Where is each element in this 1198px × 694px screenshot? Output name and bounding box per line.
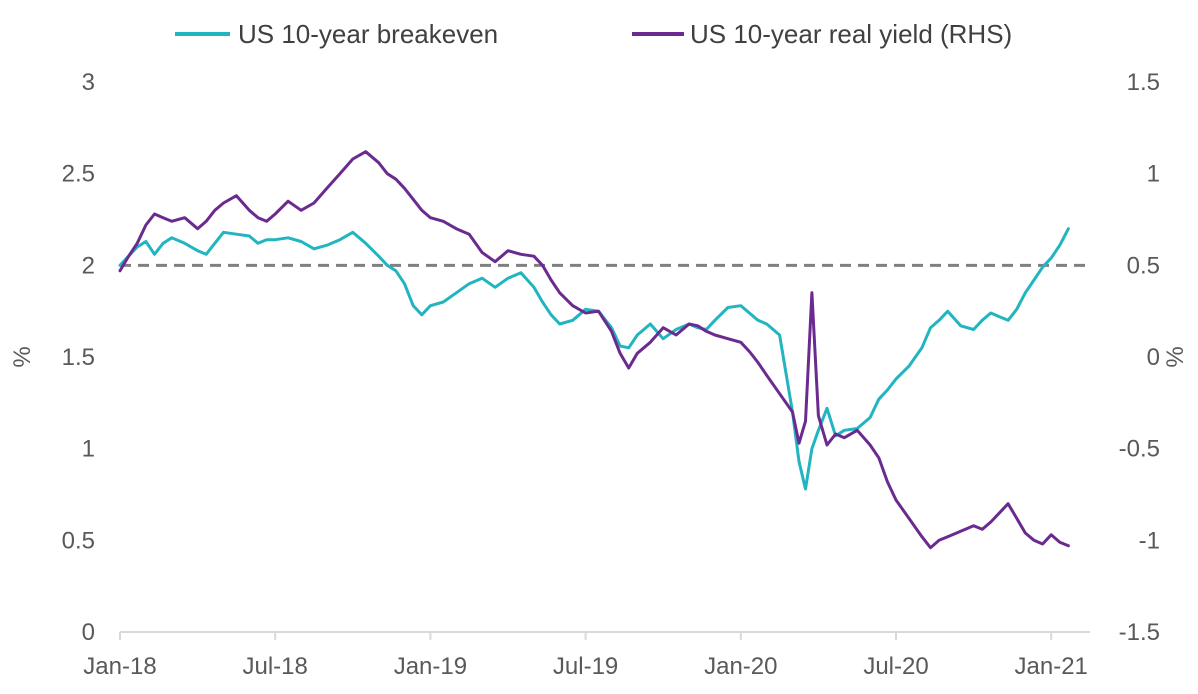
x-tick-label: Jan-20 — [704, 653, 777, 680]
y-axis-right-label: % — [1162, 346, 1189, 367]
y-right-tick-label: 1 — [1147, 161, 1160, 188]
series-line-breakeven — [118, 227, 1070, 491]
y-axis-left-label: % — [9, 346, 36, 367]
x-tick-label: Jul-18 — [243, 653, 308, 680]
y-left-tick-label: 0.5 — [62, 527, 95, 554]
y-right-tick-label: -1 — [1139, 527, 1160, 554]
y-left-tick-label: 2 — [82, 252, 95, 279]
x-tick-label: Jul-19 — [553, 653, 618, 680]
y-right-tick-label: 0 — [1147, 344, 1160, 371]
y-left-tick-label: 0 — [82, 619, 95, 646]
legend-label-breakeven: US 10-year breakeven — [238, 19, 498, 49]
y-axis-left-ticks: 0 0.5 1 1.5 2 2.5 3 — [62, 69, 95, 646]
y-right-tick-label: 0.5 — [1127, 252, 1160, 279]
y-left-tick-label: 1 — [82, 436, 95, 463]
y-left-tick-label: 2.5 — [62, 161, 95, 188]
y-right-tick-label: -1.5 — [1119, 619, 1160, 646]
x-tick-label: Jan-18 — [83, 653, 156, 680]
legend-label-real-yield: US 10-year real yield (RHS) — [690, 19, 1012, 49]
y-right-tick-label: -0.5 — [1119, 436, 1160, 463]
x-axis-ticks: Jan-18 Jul-18 Jan-19 Jul-19 Jan-20 Jul-20 Jan-… — [83, 632, 1088, 680]
legend: US 10-year breakeven US 10-year real yie… — [175, 19, 1012, 49]
y-left-tick-label: 1.5 — [62, 344, 95, 371]
y-axis-right-ticks: -1.5 -1 -0.5 0 0.5 1 1.5 — [1119, 69, 1160, 646]
x-tick-label: Jul-20 — [863, 653, 928, 680]
y-right-tick-label: 1.5 — [1127, 69, 1160, 96]
y-left-tick-label: 3 — [82, 69, 95, 96]
x-tick-label: Jan-19 — [394, 653, 467, 680]
series-line-real-yield — [118, 150, 1070, 550]
x-tick-label: Jan-21 — [1015, 653, 1088, 680]
